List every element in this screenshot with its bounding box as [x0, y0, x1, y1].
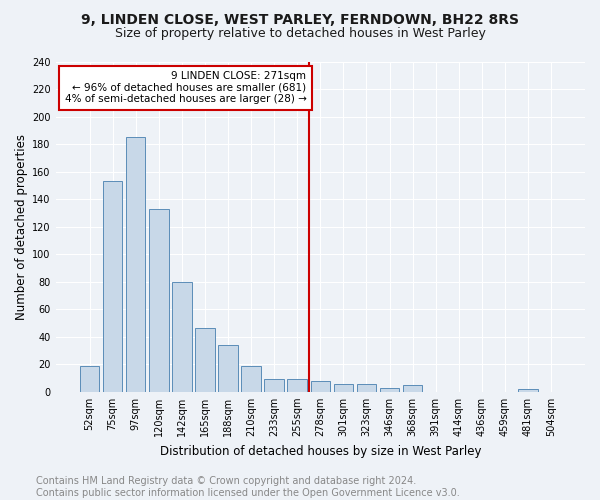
X-axis label: Distribution of detached houses by size in West Parley: Distribution of detached houses by size … — [160, 444, 481, 458]
Bar — [80, 366, 100, 392]
Text: Contains HM Land Registry data © Crown copyright and database right 2024.
Contai: Contains HM Land Registry data © Crown c… — [36, 476, 460, 498]
Bar — [334, 384, 353, 392]
Bar — [172, 282, 191, 392]
Bar — [241, 366, 261, 392]
Bar — [126, 137, 145, 392]
Bar — [403, 385, 422, 392]
Text: Size of property relative to detached houses in West Parley: Size of property relative to detached ho… — [115, 28, 485, 40]
Text: 9, LINDEN CLOSE, WEST PARLEY, FERNDOWN, BH22 8RS: 9, LINDEN CLOSE, WEST PARLEY, FERNDOWN, … — [81, 12, 519, 26]
Bar — [518, 389, 538, 392]
Bar — [103, 181, 122, 392]
Bar — [265, 380, 284, 392]
Bar — [149, 209, 169, 392]
Bar — [311, 381, 330, 392]
Bar — [287, 380, 307, 392]
Bar — [380, 388, 400, 392]
Y-axis label: Number of detached properties: Number of detached properties — [15, 134, 28, 320]
Bar — [218, 345, 238, 392]
Bar — [356, 384, 376, 392]
Text: 9 LINDEN CLOSE: 271sqm
← 96% of detached houses are smaller (681)
4% of semi-det: 9 LINDEN CLOSE: 271sqm ← 96% of detached… — [65, 71, 307, 104]
Bar — [195, 328, 215, 392]
